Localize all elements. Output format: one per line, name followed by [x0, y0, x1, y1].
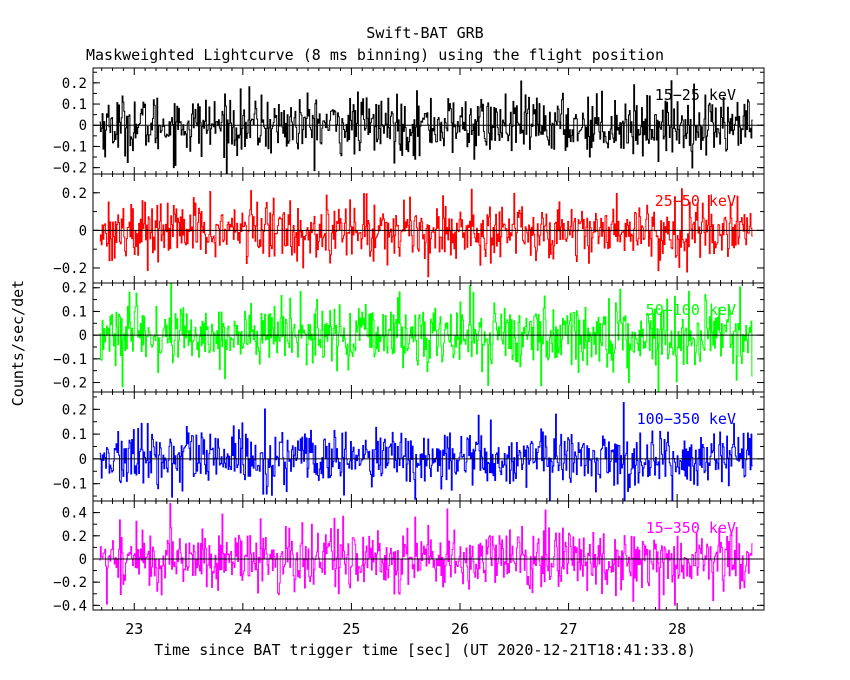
- x-axis-label: Time since BAT trigger time [sec] (UT 20…: [154, 641, 696, 659]
- y-tick-label: −0.2: [53, 575, 87, 591]
- y-tick-label: 0: [79, 118, 87, 134]
- panel-100-350-keV: −0.1 0 0.1 0.2 100−350 keV: [53, 391, 765, 502]
- panel-15-25-keV: −0.2 −0.1 0 0.1 0.2 15−25 keV: [53, 67, 765, 177]
- band-label: 25−50 keV: [655, 192, 736, 210]
- y-tick-label: 0.1: [62, 427, 87, 443]
- y-tick-label: −0.2: [53, 376, 87, 392]
- x-tick-label: 28: [668, 620, 686, 638]
- x-axis: 23 24 25 26 27 28: [125, 620, 686, 638]
- y-tick-label: 0.2: [62, 76, 87, 92]
- y-tick-label: 0.4: [62, 506, 87, 522]
- y-tick-label: −0.2: [53, 261, 87, 277]
- panel-25-50-keV: −0.2 0 0.2 25−50 keV: [53, 173, 765, 284]
- y-tick-label: −0.2: [53, 161, 87, 177]
- series-line: [99, 502, 753, 611]
- x-tick-label: 25: [342, 620, 360, 638]
- x-tick-label: 26: [451, 620, 469, 638]
- y-tick-label: 0.1: [62, 97, 87, 113]
- y-tick-label: 0: [79, 223, 87, 239]
- band-label: 100−350 keV: [637, 410, 736, 428]
- band-label: 15−25 keV: [655, 86, 736, 104]
- panel-15-350-keV: −0.4 −0.2 0 0.2 0.4 15−350 keV: [53, 500, 765, 614]
- y-tick-label: −0.1: [53, 477, 87, 493]
- y-tick-label: 0.2: [62, 186, 87, 202]
- panel-50-100-keV: −0.2 −0.1 0 0.1 0.2 50−100 keV: [53, 281, 765, 393]
- chart-title: Swift-BAT GRB: [366, 24, 483, 42]
- y-tick-label: 0.2: [62, 402, 87, 418]
- y-tick-label: −0.1: [53, 139, 87, 155]
- y-tick-label: 0: [79, 452, 87, 468]
- chart-subtitle: Maskweighted Lightcurve (8 ms binning) u…: [86, 46, 664, 64]
- y-tick-label: −0.4: [53, 598, 87, 614]
- panel-frame: [92, 500, 765, 611]
- x-tick-label: 24: [234, 620, 252, 638]
- y-tick-label: 0.1: [62, 304, 87, 320]
- series-line: [99, 188, 753, 278]
- y-tick-label: 0: [79, 328, 87, 344]
- y-tick-label: 0.2: [62, 529, 87, 545]
- y-tick-label: 0.2: [62, 281, 87, 297]
- panels-group: −0.2 −0.1 0 0.1 0.2 15−25 keV −0.2 0 0.2 25−50 ke…: [53, 67, 765, 614]
- x-tick-label: 23: [125, 620, 143, 638]
- band-label: 15−350 keV: [646, 519, 736, 537]
- series-line: [99, 402, 753, 502]
- y-tick-label: 0: [79, 552, 87, 568]
- x-tick-label: 27: [560, 620, 578, 638]
- band-label: 50−100 keV: [646, 301, 736, 319]
- y-tick-label: −0.1: [53, 352, 87, 368]
- y-axis-label: Counts/sec/det: [9, 280, 27, 406]
- series-line: [99, 282, 753, 393]
- panel-frame: [92, 282, 765, 393]
